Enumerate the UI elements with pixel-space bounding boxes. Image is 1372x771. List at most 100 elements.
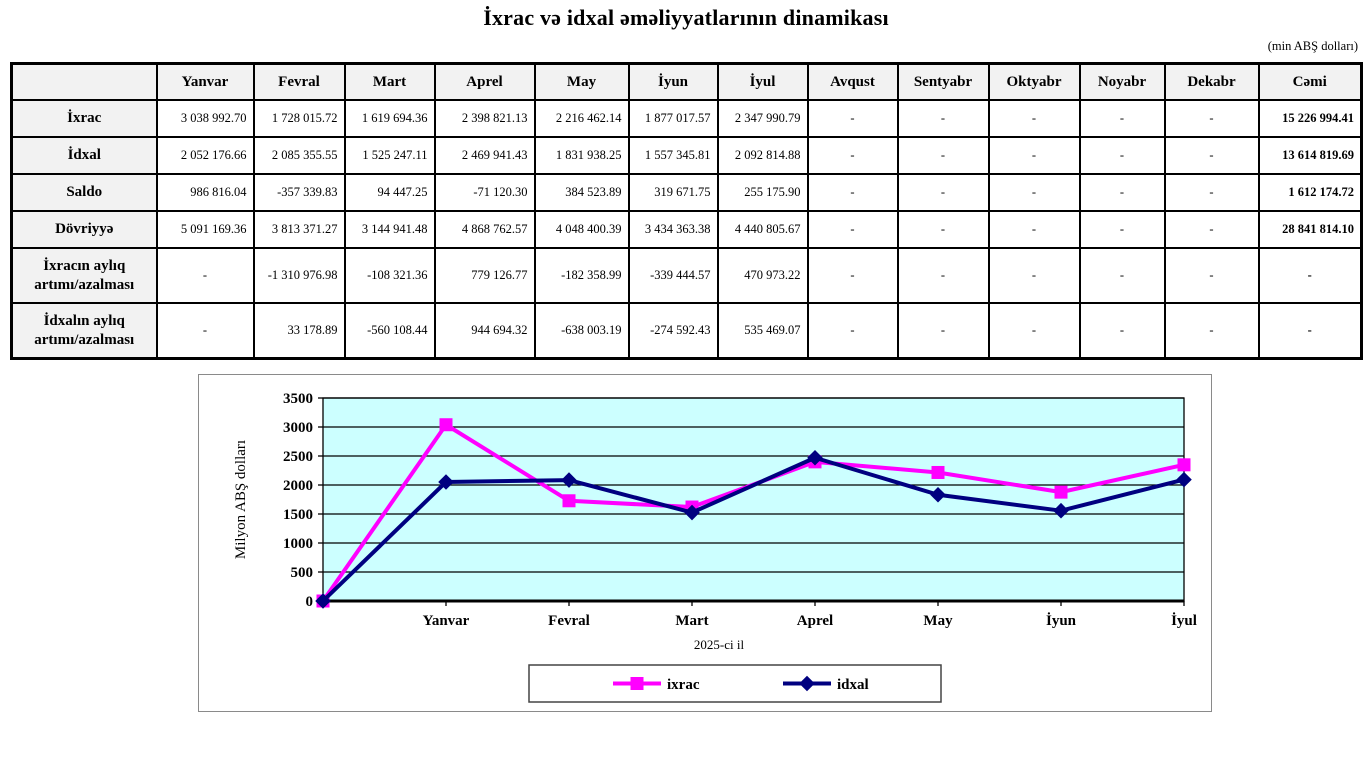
table-cell: 2 216 462.14 bbox=[533, 99, 630, 138]
table-cell: -638 003.19 bbox=[533, 302, 630, 360]
table-cell: - bbox=[1257, 247, 1363, 304]
y-tick-label: 2500 bbox=[283, 449, 313, 465]
x-tick-label: Fevral bbox=[548, 613, 590, 629]
table-cell: 3 434 363.38 bbox=[627, 210, 719, 249]
table-cell: 255 175.90 bbox=[716, 173, 809, 212]
column-header: Oktyabr bbox=[987, 62, 1081, 101]
plot-area bbox=[322, 397, 1185, 602]
unit-note: (min ABŞ dolları) bbox=[1267, 39, 1358, 53]
table-cell: 2 469 941.43 bbox=[433, 136, 536, 175]
table-row: Dövriyyə 5 091 169.36 3 813 371.27 3 144 94… bbox=[10, 210, 1363, 249]
row-label: İdxal bbox=[10, 136, 158, 175]
table-cell: -182 358.99 bbox=[533, 247, 630, 304]
chart-container: 0 500 1000 1500 2000 2500 3000 3500 Milyon ABŞ d… bbox=[198, 374, 1212, 712]
x-tick-label: Mart bbox=[675, 613, 708, 629]
table-cell: 3 144 941.48 bbox=[343, 210, 436, 249]
table-cell: - bbox=[806, 247, 899, 304]
export-import-line-chart: 0 500 1000 1500 2000 2500 3000 3500 Milyon ABŞ d… bbox=[233, 391, 1197, 703]
table-cell: - bbox=[1078, 99, 1166, 138]
table-cell: - bbox=[896, 99, 990, 138]
table-cell: 1 877 017.57 bbox=[627, 99, 719, 138]
table-cell: - bbox=[1078, 136, 1166, 175]
table-cell: 4 440 805.67 bbox=[716, 210, 809, 249]
y-axis: 0 500 1000 1500 2000 2500 3000 3500 Milyon ABŞ d… bbox=[233, 391, 323, 610]
table-cell: 986 816.04 bbox=[155, 173, 255, 212]
table-cell: -274 592.43 bbox=[627, 302, 719, 360]
table-cell: - bbox=[1078, 247, 1166, 304]
table-cell: - bbox=[987, 302, 1081, 360]
table-cell: 2 092 814.88 bbox=[716, 136, 809, 175]
table-cell: - bbox=[1257, 302, 1363, 360]
table-row: İdxal 2 052 176.66 2 085 355.55 1 525 247.1… bbox=[10, 136, 1363, 175]
y-tick-label: 1000 bbox=[283, 536, 313, 552]
column-header: İyun bbox=[627, 62, 719, 101]
table-cell: 2 052 176.66 bbox=[155, 136, 255, 175]
column-header: May bbox=[533, 62, 630, 101]
table-cell: 1 728 015.72 bbox=[252, 99, 346, 138]
table-row: İxracın aylıq artımı/azalması - -1 310 976… bbox=[10, 247, 1363, 304]
table-cell: 28 841 814.10 bbox=[1257, 210, 1363, 249]
column-header: Noyabr bbox=[1078, 62, 1166, 101]
chart-legend: ixrac idxal bbox=[528, 664, 942, 703]
table-cell: 3 038 992.70 bbox=[155, 99, 255, 138]
table-cell: 384 523.89 bbox=[533, 173, 630, 212]
y-axis-title: Milyon ABŞ dolları bbox=[233, 440, 249, 559]
x-tick-label: İyun bbox=[1046, 612, 1077, 629]
column-header: İyul bbox=[716, 62, 809, 101]
table-cell: - bbox=[1163, 173, 1260, 212]
table-cell: 470 973.22 bbox=[716, 247, 809, 304]
table-cell: - bbox=[896, 247, 990, 304]
row-label: İxrac bbox=[10, 99, 158, 138]
corner-cell bbox=[10, 62, 158, 101]
page-title: İxrac və idxal əməliyyatlarının dinamika… bbox=[483, 5, 889, 30]
column-header: Fevral bbox=[252, 62, 346, 101]
table-header-row: Yanvar Fevral Mart Aprel May İyun İyul Avqust Se… bbox=[10, 62, 1363, 101]
x-tick-label: May bbox=[923, 613, 953, 629]
x-axis: Yanvar Fevral Mart Aprel May İyun İyul 2025-ci … bbox=[322, 599, 1197, 652]
legend-label: ixrac bbox=[667, 677, 700, 693]
column-header: Dekabr bbox=[1163, 62, 1260, 101]
table-cell: - bbox=[987, 210, 1081, 249]
row-label: Dövriyyə bbox=[10, 210, 158, 249]
table-cell: 3 813 371.27 bbox=[252, 210, 346, 249]
table-cell: 1 525 247.11 bbox=[343, 136, 436, 175]
table-cell: - bbox=[987, 247, 1081, 304]
table-cell: - bbox=[1163, 210, 1260, 249]
table-cell: -71 120.30 bbox=[433, 173, 536, 212]
x-tick-label: Yanvar bbox=[423, 613, 470, 629]
table-cell: - bbox=[806, 210, 899, 249]
table-cell: -1 310 976.98 bbox=[252, 247, 346, 304]
y-tick-label: 500 bbox=[291, 565, 314, 581]
table-cell: -108 321.36 bbox=[343, 247, 436, 304]
row-label: İdxalın aylıq artımı/azalması bbox=[10, 302, 158, 360]
legend-item-ixrac: ixrac bbox=[613, 677, 700, 693]
x-axis-title: 2025-ci il bbox=[694, 637, 745, 652]
table-cell: 1 619 694.36 bbox=[343, 99, 436, 138]
table-cell: -357 339.83 bbox=[252, 173, 346, 212]
table-cell: - bbox=[155, 247, 255, 304]
table-cell: - bbox=[896, 136, 990, 175]
y-tick-label: 3500 bbox=[283, 391, 313, 407]
dynamics-table: Yanvar Fevral Mart Aprel May İyun İyul Avqust Se… bbox=[10, 62, 1363, 360]
x-tick-label: Aprel bbox=[797, 613, 833, 629]
y-tick-label: 1500 bbox=[283, 507, 313, 523]
table-cell: 94 447.25 bbox=[343, 173, 436, 212]
table-cell: -339 444.57 bbox=[627, 247, 719, 304]
row-label: İxracın aylıq artımı/azalması bbox=[10, 247, 158, 304]
table-cell: - bbox=[1078, 302, 1166, 360]
table-cell: 33 178.89 bbox=[252, 302, 346, 360]
table-row: Saldo 986 816.04 -357 339.83 94 447.25 -71 1… bbox=[10, 173, 1363, 212]
gridlines bbox=[323, 397, 1184, 573]
table-cell: 944 694.32 bbox=[433, 302, 536, 360]
table-cell: 1 831 938.25 bbox=[533, 136, 630, 175]
table-cell: 2 347 990.79 bbox=[716, 99, 809, 138]
table-cell: 2 085 355.55 bbox=[252, 136, 346, 175]
table-cell: - bbox=[806, 173, 899, 212]
table-cell: 535 469.07 bbox=[716, 302, 809, 360]
table-cell: 779 126.77 bbox=[433, 247, 536, 304]
table-cell: - bbox=[806, 99, 899, 138]
table-cell: - bbox=[806, 136, 899, 175]
table-cell: - bbox=[1163, 302, 1260, 360]
table-cell: - bbox=[1163, 136, 1260, 175]
table-cell: 5 091 169.36 bbox=[155, 210, 255, 249]
